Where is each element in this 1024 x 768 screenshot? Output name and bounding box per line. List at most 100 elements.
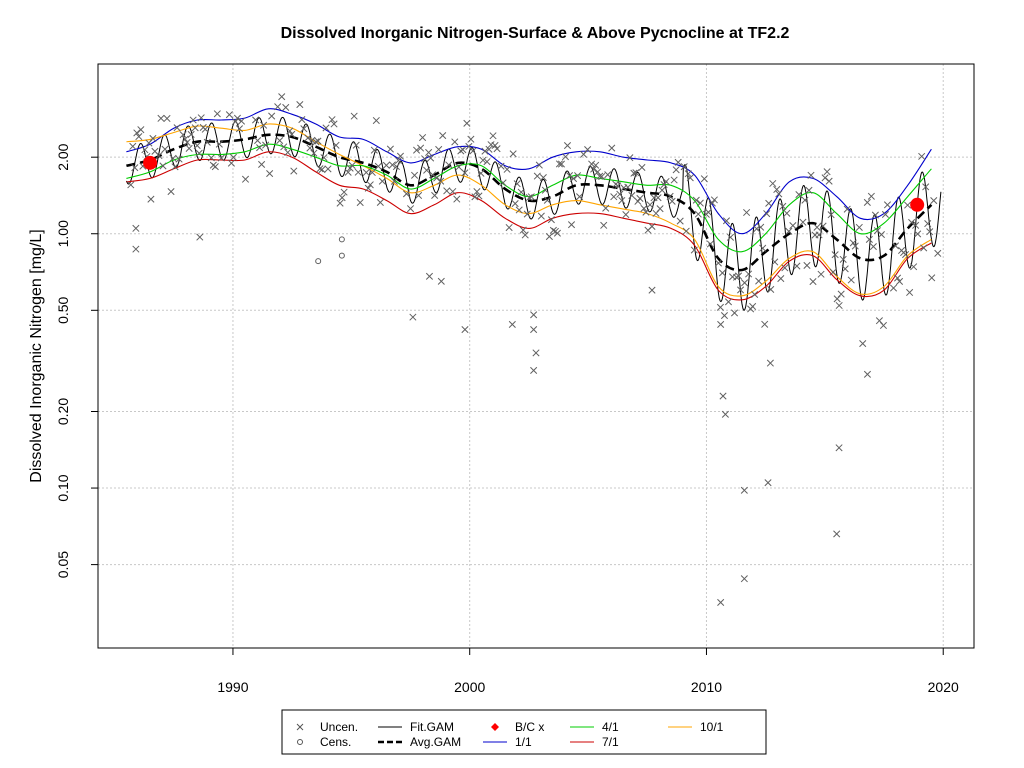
- uncensored-point: [656, 205, 664, 213]
- uncensored-point: [519, 226, 527, 234]
- grid-lines: [98, 64, 974, 648]
- uncensored-point: [871, 211, 879, 219]
- uncensored-point: [777, 275, 785, 283]
- uncensored-point: [530, 311, 538, 319]
- uncensored-point: [183, 138, 191, 146]
- uncensored-point: [161, 145, 169, 153]
- uncensored-point: [477, 169, 485, 177]
- uncensored-point: [535, 161, 543, 169]
- uncensored-point: [753, 225, 761, 233]
- uncensored-point: [902, 250, 910, 259]
- uncensored-point: [282, 103, 290, 111]
- legend-label: B/C x: [515, 720, 544, 734]
- uncensored-point: [813, 223, 821, 231]
- uncensored-point: [515, 206, 523, 214]
- uncensored-point: [461, 326, 469, 334]
- uncensored-point: [274, 103, 282, 111]
- x-axis: 1990 2000 2010 2020: [217, 647, 959, 695]
- bc-point: [143, 155, 158, 170]
- uncensored-point: [354, 168, 362, 176]
- uncensored-point: [775, 190, 783, 198]
- uncensored-point: [751, 290, 759, 299]
- uncensored-point: [532, 349, 540, 357]
- uncensored-point: [423, 166, 431, 174]
- uncensored-point: [332, 141, 340, 149]
- uncensored-point: [730, 309, 739, 317]
- uncensored-point: [690, 246, 698, 254]
- uncensored-point: [934, 249, 942, 257]
- plot-area: [97, 63, 975, 649]
- uncensored-point: [406, 205, 415, 213]
- uncensored-point: [298, 115, 306, 124]
- uncensored-point: [229, 153, 237, 161]
- uncensored-point: [910, 263, 918, 271]
- uncensored-point: [718, 269, 726, 277]
- y-tick-label: 0.05: [55, 551, 71, 578]
- uncensored-point: [833, 530, 841, 538]
- uncensored-point: [310, 149, 318, 157]
- uncensored-point: [789, 222, 797, 230]
- uncensored-point: [362, 168, 370, 177]
- uncensored-point: [197, 114, 205, 122]
- uncensored-point: [638, 163, 646, 172]
- uncensored-point: [171, 163, 179, 171]
- uncensored-point: [296, 101, 304, 109]
- uncensored-point: [662, 177, 670, 186]
- uncensored-point: [396, 152, 405, 160]
- uncensored-point: [576, 193, 584, 201]
- uncensored-point: [364, 184, 372, 192]
- uncensored-point: [680, 163, 688, 171]
- y-tick-label: 0.10: [55, 474, 71, 501]
- uncensored-point: [231, 118, 239, 126]
- uncensored-point: [413, 146, 421, 154]
- uncensored-point: [785, 227, 793, 235]
- legend-label: 4/1: [602, 720, 619, 734]
- uncensored-point: [137, 126, 145, 134]
- uncensored-point: [453, 195, 461, 203]
- uncensored-point: [167, 188, 175, 196]
- uncensored-point: [132, 224, 140, 232]
- uncensored-point: [338, 194, 346, 202]
- uncensored-point: [692, 196, 700, 204]
- uncensored-point: [877, 231, 885, 239]
- uncensored-point: [189, 116, 197, 124]
- uncensored-point: [530, 366, 538, 375]
- uncensored-point: [686, 174, 694, 182]
- uncensored-point: [227, 159, 235, 167]
- uncensored-point: [795, 191, 803, 199]
- uncensored-point: [624, 183, 632, 191]
- uncensored-point: [636, 194, 644, 202]
- uncensored-point: [127, 181, 135, 189]
- uncensored-point: [610, 193, 618, 201]
- uncensored-point: [823, 168, 831, 176]
- uncensored-point: [869, 243, 877, 251]
- uncensored-point: [622, 211, 630, 219]
- uncensored-point: [717, 598, 725, 606]
- uncensored-point: [254, 137, 262, 145]
- uncensored-point: [509, 150, 517, 158]
- uncensored-point: [714, 259, 722, 267]
- uncensored-point: [740, 486, 748, 494]
- y-tick-label: 0.50: [55, 296, 71, 323]
- uncensored-point: [258, 160, 266, 169]
- uncensored-point: [815, 231, 823, 239]
- uncensored-point: [757, 223, 765, 231]
- uncensored-point: [394, 156, 402, 165]
- uncensored-point: [201, 125, 209, 133]
- uncensored-point: [614, 182, 622, 190]
- uncensored-point: [217, 154, 225, 162]
- uncensored-point: [626, 154, 634, 162]
- uncensored-point: [445, 161, 453, 169]
- legend-item-cens-: Cens.: [297, 735, 351, 749]
- uncensored-point: [719, 392, 727, 400]
- uncensored-point: [755, 277, 763, 285]
- uncensored-point: [336, 199, 344, 207]
- uncensored-point: [493, 145, 501, 153]
- uncensored-point: [769, 179, 777, 188]
- uncensored-point: [590, 165, 598, 173]
- uncensored-point: [187, 130, 195, 138]
- uncensored-point: [700, 175, 708, 183]
- uncensored-point: [133, 129, 141, 137]
- censored-point: [338, 252, 345, 259]
- uncensored-point: [141, 146, 149, 154]
